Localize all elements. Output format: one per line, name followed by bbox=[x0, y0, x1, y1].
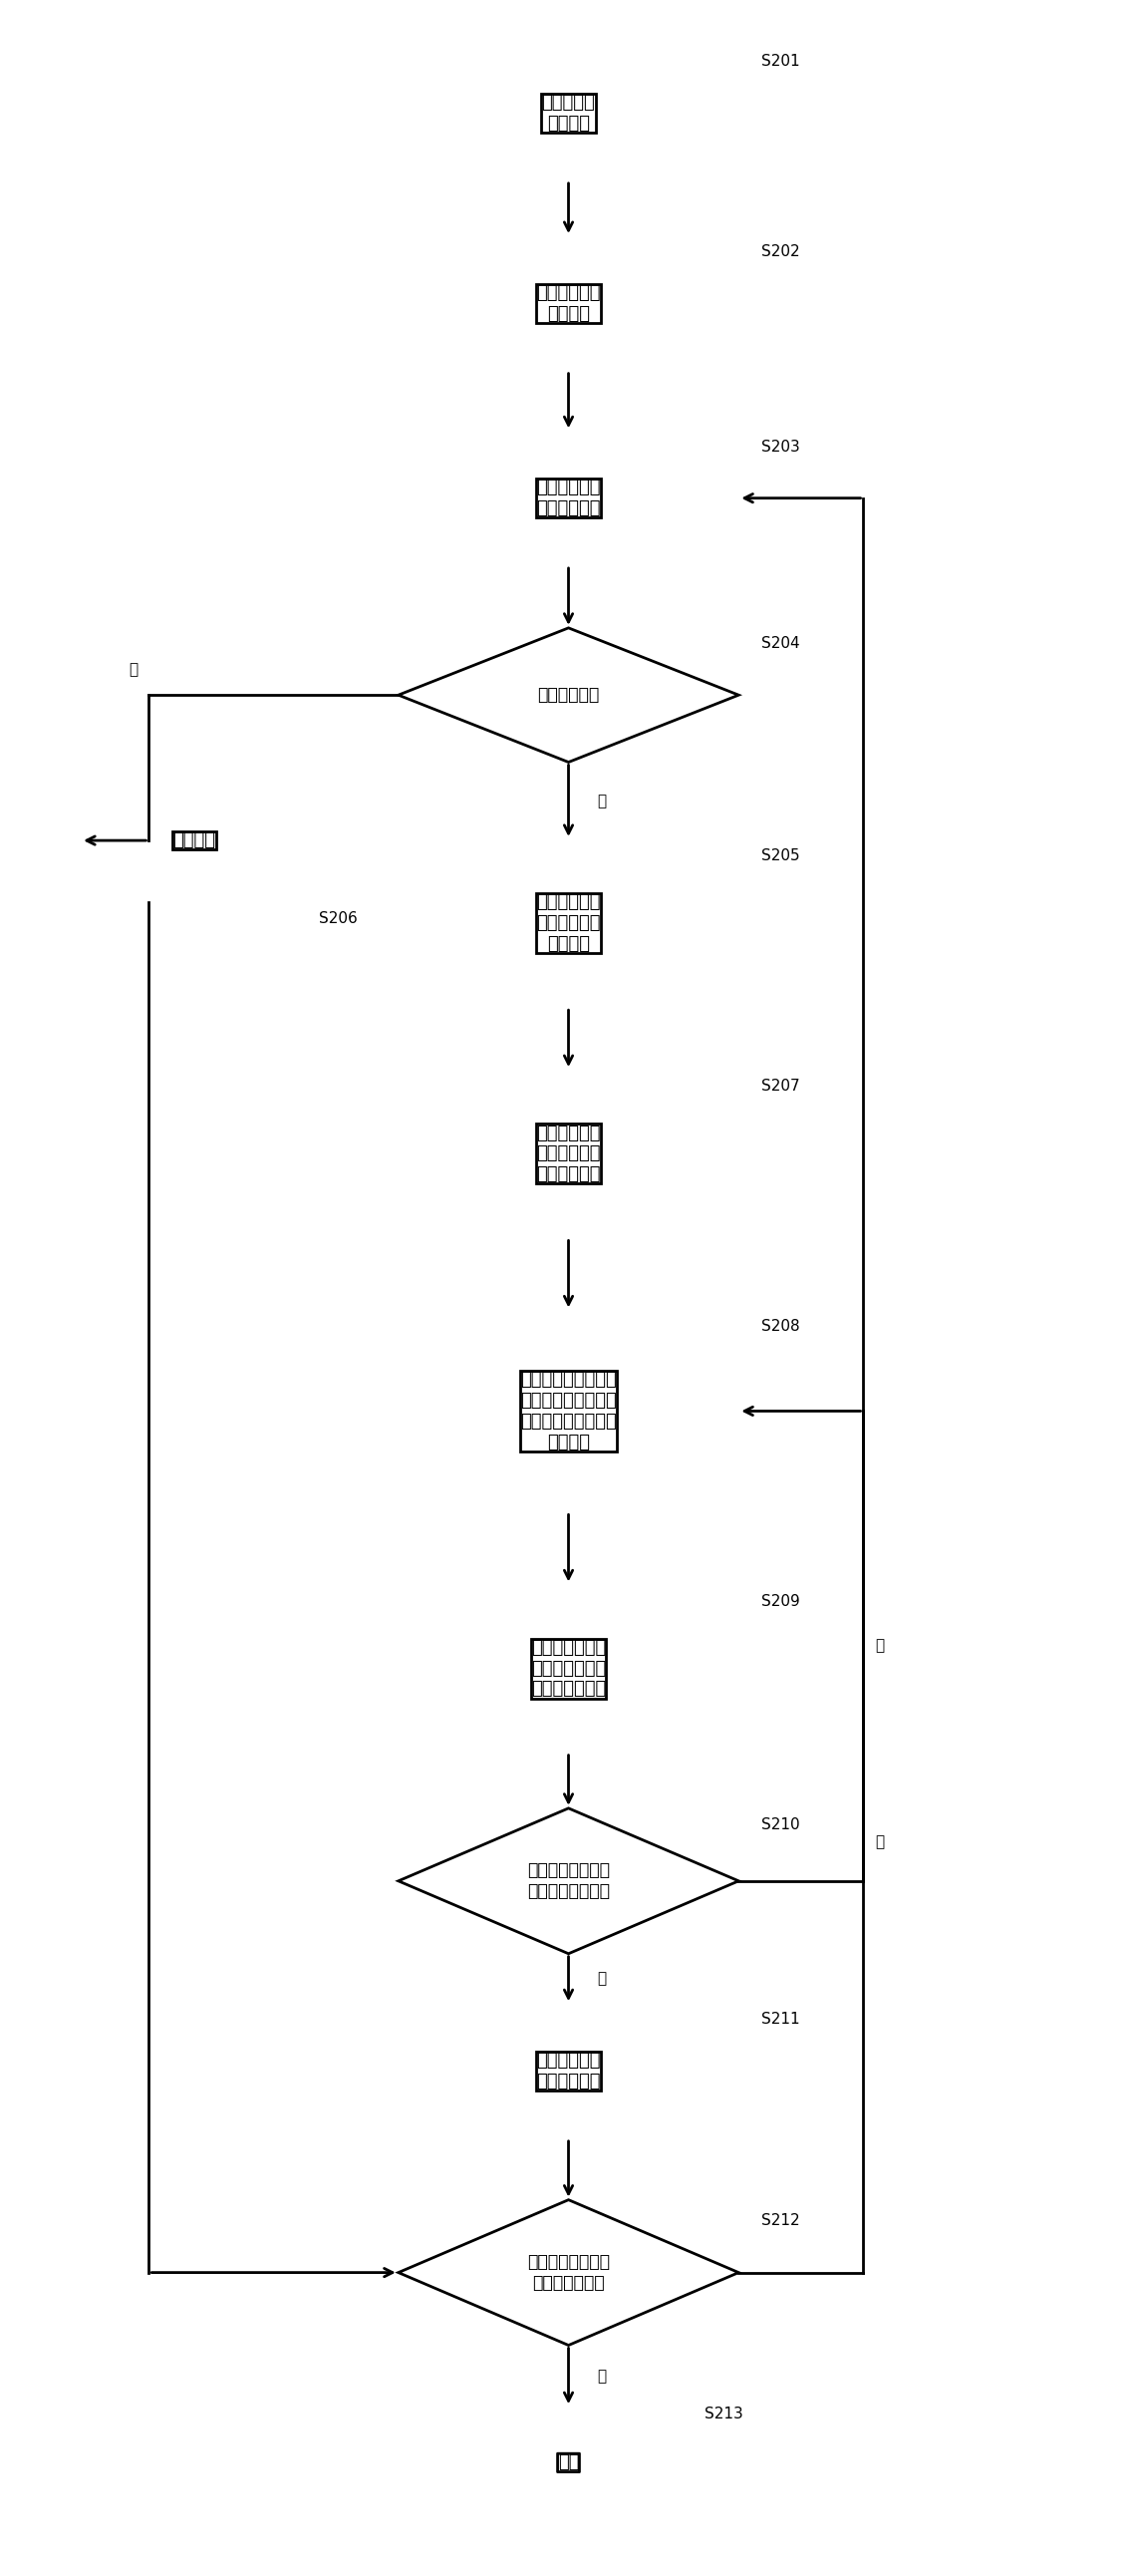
Text: 将该数据从数
据队列中移出: 将该数据从数 据队列中移出 bbox=[537, 2053, 600, 2092]
Polygon shape bbox=[398, 629, 739, 762]
Text: S213: S213 bbox=[705, 2406, 744, 2421]
Text: 否: 否 bbox=[597, 2367, 606, 2383]
Polygon shape bbox=[398, 2200, 739, 2344]
Text: S201: S201 bbox=[762, 54, 799, 70]
Text: S202: S202 bbox=[762, 245, 799, 260]
Text: 将数据存储在
数据队列: 将数据存储在 数据队列 bbox=[537, 283, 600, 322]
Polygon shape bbox=[398, 1808, 739, 1953]
Text: 是: 是 bbox=[597, 793, 606, 809]
Text: 否: 否 bbox=[128, 662, 138, 677]
Text: 取出数据队列
中第一条数据: 取出数据队列 中第一条数据 bbox=[537, 479, 600, 518]
Text: 将大数据进行
拆包，分成若
干数据包: 将大数据进行 拆包，分成若 干数据包 bbox=[537, 894, 600, 953]
Text: 接收到数据
发送请求: 接收到数据 发送请求 bbox=[541, 93, 596, 131]
Text: S203: S203 bbox=[762, 438, 800, 453]
Text: 直接发送: 直接发送 bbox=[173, 832, 216, 850]
Text: 将若干数据包
按拆包顺序存
储在封装队列: 将若干数据包 按拆包顺序存 储在封装队列 bbox=[537, 1123, 600, 1182]
Text: 否: 否 bbox=[597, 1971, 606, 1986]
Text: S212: S212 bbox=[762, 2213, 799, 2228]
Text: 是否是大数据: 是否是大数据 bbox=[538, 685, 599, 703]
Text: S206: S206 bbox=[319, 912, 357, 927]
Text: 发送封装队列中第一
个数据包，并设置发
送模式为发送成功后
返回回执: 发送封装队列中第一 个数据包，并设置发 送模式为发送成功后 返回回执 bbox=[521, 1370, 616, 1450]
Text: S209: S209 bbox=[762, 1595, 800, 1610]
Text: 封装队列中是否还
有未发送的数据包: 封装队列中是否还 有未发送的数据包 bbox=[528, 1862, 609, 1901]
Text: 数据队列中是否还
有未发送的数据: 数据队列中是否还 有未发送的数据 bbox=[528, 2254, 609, 2293]
Text: S210: S210 bbox=[762, 1819, 799, 1832]
Text: 完成: 完成 bbox=[558, 2455, 579, 2473]
Text: 是: 是 bbox=[874, 1638, 883, 1654]
Text: S211: S211 bbox=[762, 2012, 799, 2027]
Text: S207: S207 bbox=[762, 1079, 799, 1095]
Text: 发送成功后将封
装队列中第一个
数据包移出队列: 发送成功后将封 装队列中第一个 数据包移出队列 bbox=[531, 1638, 606, 1698]
Text: S204: S204 bbox=[762, 636, 799, 652]
Text: 是: 是 bbox=[874, 1834, 883, 1850]
Text: S205: S205 bbox=[762, 848, 799, 863]
Text: S208: S208 bbox=[762, 1319, 799, 1334]
